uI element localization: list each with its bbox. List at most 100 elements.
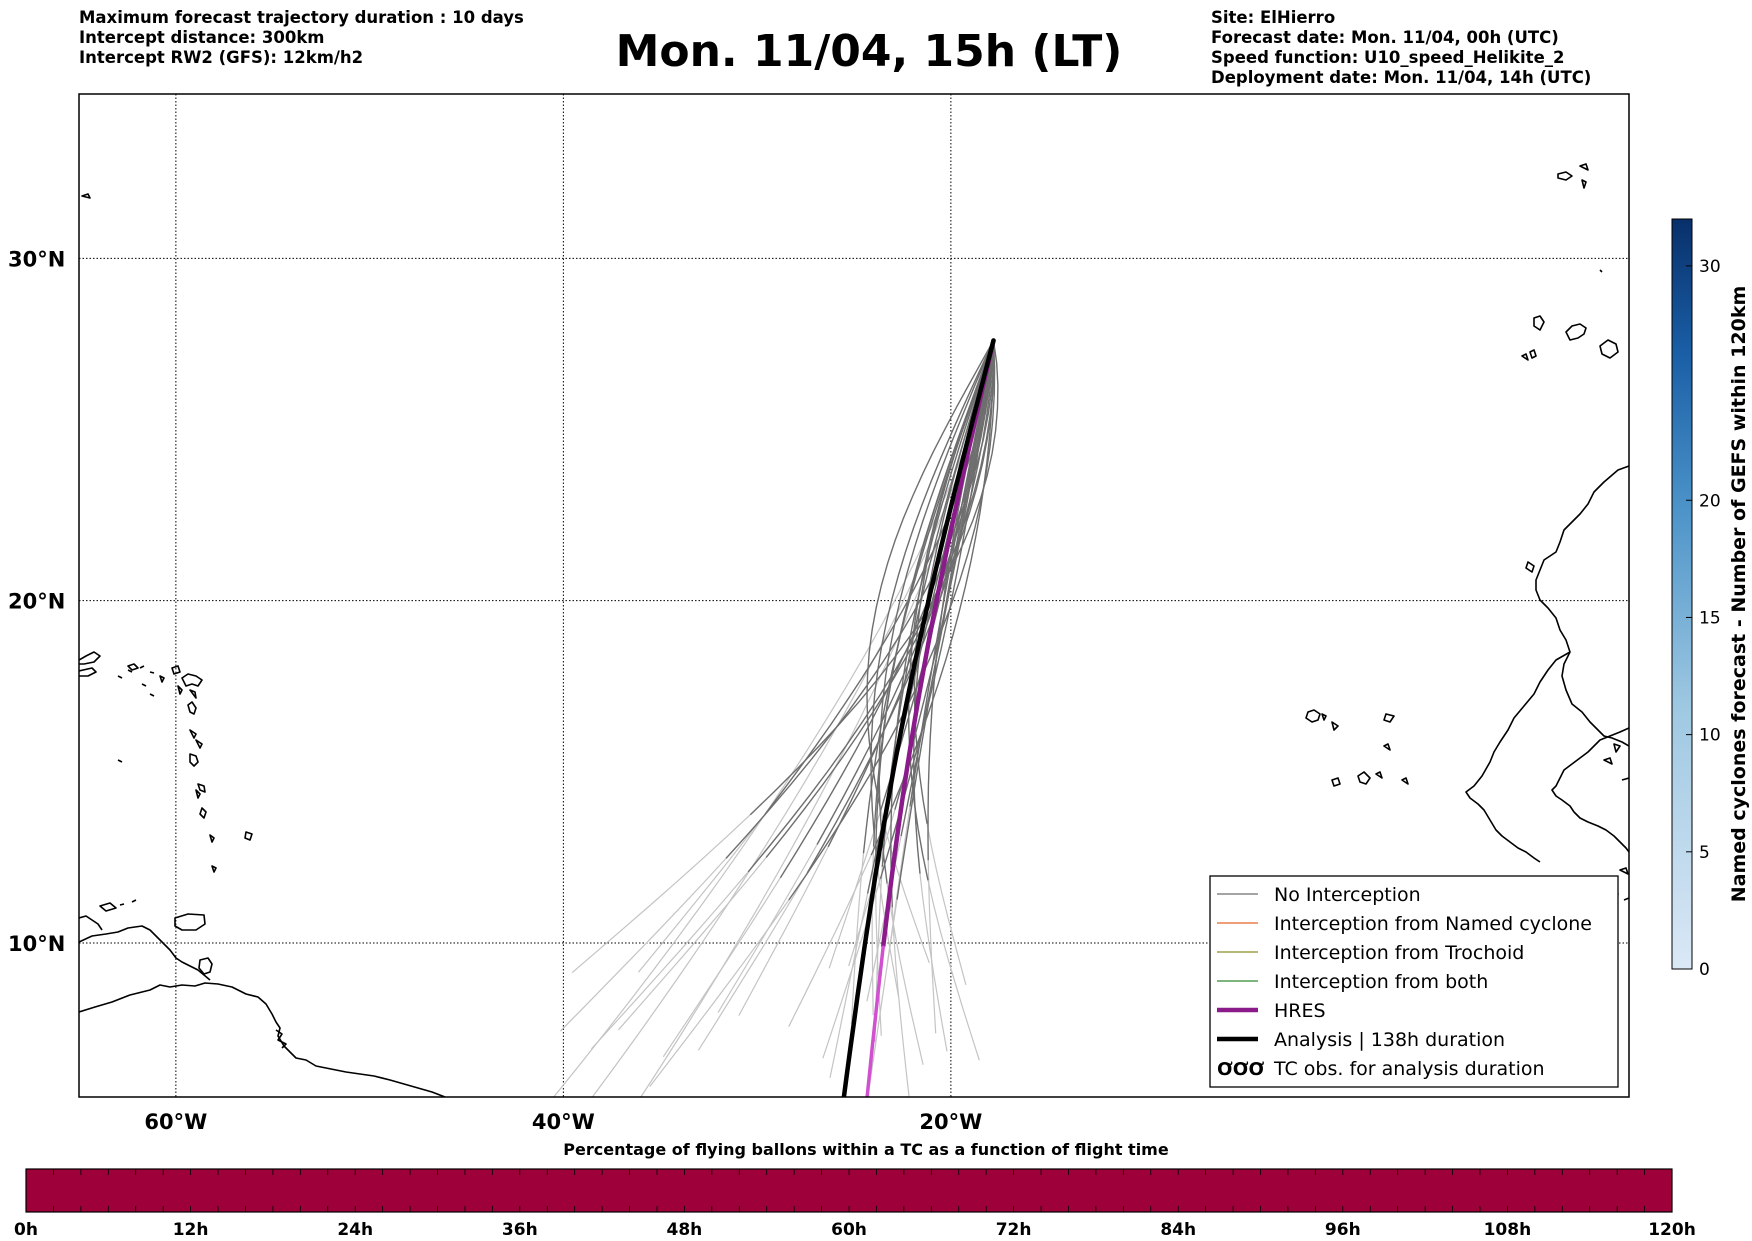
ensemble-trajectory-tail: [717, 844, 818, 1013]
canary-islands: [1521, 315, 1619, 361]
ensemble-trajectory-tail: [788, 854, 872, 1027]
orinoco-delta: [275, 1029, 287, 1049]
western-sahara-bay: [1525, 561, 1535, 573]
flight-time-bar: Percentage of flying ballons within a TC…: [14, 1140, 1696, 1240]
flight-time-tick-label: 36h: [502, 1220, 538, 1240]
ensemble-trajectory-tail: [590, 871, 749, 1050]
ensemble-trajectory-tail: [927, 880, 980, 1061]
flight-time-tick-label: 72h: [996, 1220, 1032, 1240]
legend-label: HRES: [1274, 1000, 1326, 1022]
ensemble-trajectory-tail: [828, 811, 881, 969]
senegal-coast-main: [1465, 651, 1571, 863]
max-duration-text: Maximum forecast trajectory duration : 1…: [79, 8, 524, 27]
coastlines: [79, 163, 1629, 1097]
colombia-coast: [79, 915, 103, 931]
flight-time-bar-fill: [25, 1168, 1673, 1213]
legend-label: No Interception: [1274, 884, 1421, 906]
ensemble-trajectory-tail: [919, 873, 948, 1052]
cape-verde-islands: [1305, 709, 1409, 787]
flight-time-tick-label: 0h: [14, 1220, 38, 1240]
cyclone-colorbar-tick-label: 15: [1699, 608, 1721, 628]
madeira-islands: [1557, 163, 1589, 189]
hispaniola-edge: [79, 651, 101, 665]
flight-time-bar-ticks: 0h 12h 24h 36h 48h 60h 72h 84h 96h 108h 120h: [14, 1220, 1696, 1240]
deployment-date-text: Deployment date: Mon. 11/04, 14h (UTC): [1211, 68, 1592, 87]
ensemble-trajectory-tail: [927, 860, 937, 1034]
ensemble-trajectory: [788, 340, 996, 901]
ensemble-trajectory-tail: [850, 853, 865, 1025]
legend-box: [1209, 875, 1619, 1088]
ensemble-trajectory: [896, 340, 995, 900]
venezuela-north-coast: [79, 925, 211, 981]
flight-time-tick-label: 60h: [831, 1220, 867, 1240]
cyclone-colorbar-label: Named cyclones forecast - Number of GEFS…: [1728, 286, 1750, 903]
ensemble-trajectory-tail: [571, 814, 751, 974]
forecast-settings: Maximum forecast trajectory duration : 1…: [79, 8, 524, 68]
intercept-distance-text: Intercept distance: 300km: [79, 28, 325, 47]
ensemble-trajectory-tail: [738, 846, 829, 1016]
lesser-antilles: [159, 665, 217, 873]
lat-label: 10°N: [8, 932, 65, 956]
lon-label: 60°W: [144, 1110, 207, 1134]
intercept-rw2-text: Intercept RW2 (GFS): 12km/h2: [79, 48, 364, 67]
ensemble-trajectory: [890, 340, 995, 908]
cyclone-colorbar-tick-label: 20: [1699, 491, 1721, 511]
ensemble-trajectory: [879, 340, 995, 879]
legend-label: TC obs. for analysis duration: [1273, 1058, 1545, 1080]
lon-label: 20°W: [919, 1110, 982, 1134]
ensemble-trajectory: [878, 340, 995, 884]
flight-time-tick-label: 24h: [337, 1220, 373, 1240]
ensemble-trajectory-tail: [926, 823, 967, 985]
ensemble-trajectory: [870, 340, 995, 834]
ensemble-trajectory: [909, 340, 995, 807]
flight-time-tick-label: 120h: [1648, 1220, 1696, 1240]
legend: No Interception Interception from Named c…: [1209, 875, 1619, 1088]
senegal-gambia-coast: [1551, 727, 1629, 853]
bermuda-hint: [81, 193, 91, 199]
hres-trajectory-late: [865, 945, 886, 1097]
flight-time-tick-label: 84h: [1160, 1220, 1196, 1240]
cyclone-colorbar-fill: [1671, 218, 1693, 970]
ensemble-trajectory: [908, 340, 995, 881]
west-africa-coast: [1535, 465, 1629, 747]
ensemble-trajectory-tail: [879, 807, 930, 964]
barbados: [244, 831, 253, 841]
ensemble-trajectory-tail: [887, 806, 911, 962]
hres-trajectory: [881, 338, 996, 948]
selvagens-dot: [1599, 269, 1603, 273]
flight-time-tick-label: 48h: [667, 1220, 703, 1240]
puerto-rico: [79, 667, 97, 677]
ensemble-trajectory-tail: [697, 872, 808, 1051]
forecast-date-text: Forecast date: Mon. 11/04, 00h (UTC): [1211, 28, 1559, 47]
cyclone-colorbar-tick-label: 30: [1699, 257, 1721, 277]
map-border: [78, 93, 1630, 1098]
ensemble-trajectory-tail: [875, 861, 882, 1036]
bahamas-hint: [117, 669, 155, 763]
flight-time-bar-minor-ticks: [53, 1169, 1645, 1212]
south-america-coast: [79, 982, 446, 1097]
flight-time-tick-label: 12h: [173, 1220, 209, 1240]
analysis-trajectory: [841, 338, 996, 1097]
legend-tc-symbol: ƠƠƠ: [1217, 1059, 1264, 1080]
legend-label: Interception from both: [1274, 971, 1488, 993]
ensemble-trajectory-tail: [637, 814, 766, 973]
legend-label: Interception from Trochoid: [1274, 942, 1524, 964]
ensemble-trajectory-tail: [618, 857, 767, 1031]
cyclone-colorbar-tick-label: 10: [1699, 726, 1721, 746]
flight-time-tick-label: 96h: [1325, 1220, 1361, 1240]
site-info: Site: ElHierro Forecast date: Mon. 11/04…: [1211, 8, 1591, 88]
ensemble-trajectory-tail: [559, 857, 727, 1032]
ensemble-trajectory-tail: [871, 846, 875, 1016]
ensemble-trajectory-tail: [886, 883, 924, 1065]
margarita-island: [174, 913, 206, 931]
speed-function-text: Speed function: U10_speed_Helikite_2: [1211, 48, 1565, 67]
cyclone-colorbar: 0 5 10 15 20 30 Named cyclones forecast - Num…: [1671, 218, 1750, 980]
trinidad-island: [198, 957, 213, 975]
cyclone-colorbar-tick-label: 5: [1699, 843, 1710, 863]
cyclone-colorbar-tick-label: 0: [1699, 960, 1710, 980]
legend-label: Interception from Named cyclone: [1274, 913, 1592, 935]
flight-time-tick-label: 108h: [1484, 1220, 1532, 1240]
ensemble-trajectory-tail: [891, 907, 910, 1097]
ensemble-trajectory: [866, 340, 995, 808]
